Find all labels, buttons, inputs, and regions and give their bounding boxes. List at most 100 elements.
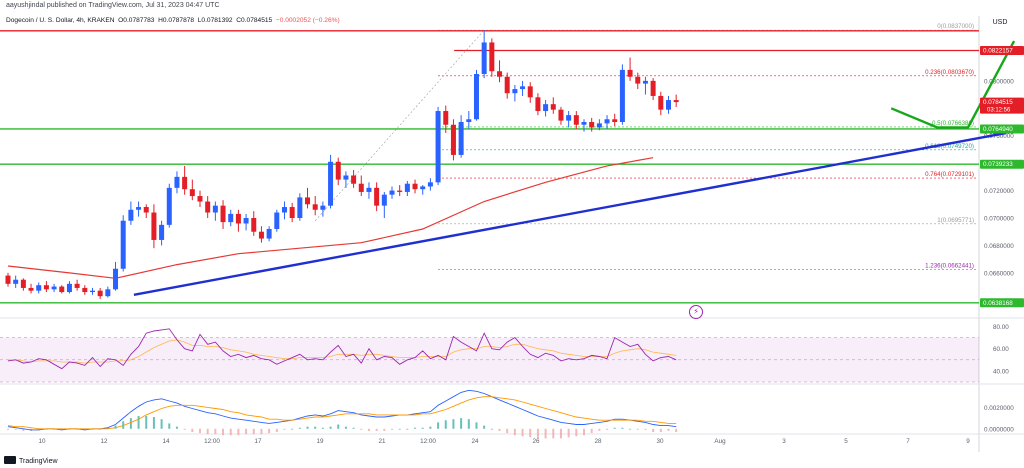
macd-histogram-bar (667, 428, 670, 431)
macd-histogram-bar (314, 426, 317, 429)
macd-histogram-bar (237, 428, 240, 436)
macd-histogram-bar (37, 428, 40, 430)
candle-body (151, 212, 157, 240)
candle-body (312, 204, 318, 210)
price-tag-bg (980, 298, 1024, 308)
ohlc-open: 0.0787783 (123, 17, 155, 24)
time-tick-label: 26 (532, 438, 540, 445)
candle-body (20, 279, 26, 288)
macd-histogram-bar (183, 428, 186, 430)
candle-body (328, 161, 334, 206)
candle-body (658, 95, 664, 110)
price-tick-label: 0.0680000 (984, 243, 1014, 250)
macd-histogram-bar (406, 428, 409, 430)
fib-level-label: 1(0.0695771) (937, 217, 974, 224)
candle-body (435, 111, 441, 183)
candle-body (397, 190, 403, 192)
macd-histogram-bar (344, 426, 347, 429)
candle-body (589, 122, 595, 128)
currency-label: USD (993, 19, 1008, 26)
candle-body (166, 187, 172, 225)
candle-body (320, 205, 326, 210)
candle-body (497, 71, 503, 77)
macd-histogram-bar (83, 428, 86, 430)
candle-body (305, 197, 311, 205)
tradingview-logo-icon (4, 456, 16, 464)
macd-histogram-bar (383, 428, 386, 431)
macd-histogram-bar (175, 426, 178, 429)
macd-histogram-bar (629, 428, 632, 430)
candle-body (412, 183, 418, 190)
rsi-signal-line (8, 339, 677, 364)
candle-body (581, 122, 587, 125)
time-tick-label: 12 (100, 438, 108, 445)
price-tag-bg (980, 45, 1024, 55)
candle-body (51, 286, 57, 290)
price-tag-label: 0.0822157 (983, 47, 1013, 54)
price-tag-bg (980, 124, 1024, 134)
macd-histogram-bar (467, 419, 470, 429)
candle-body (604, 119, 610, 124)
candle-body (281, 207, 287, 213)
events-bolt-icon[interactable]: ⚡ (689, 305, 703, 319)
candle-body (635, 76, 641, 84)
candle-body (527, 86, 533, 98)
candle-body (550, 104, 556, 110)
candle-body (43, 285, 49, 290)
price-tick-label: 0.0800000 (984, 78, 1014, 85)
macd-histogram-bar (114, 425, 117, 429)
price-tag-label: 0.0638168 (983, 300, 1013, 307)
macd-histogram-bar (644, 428, 647, 430)
candle-body (573, 115, 579, 125)
time-tick-label: 5 (844, 438, 848, 445)
macd-tick-label: 0.0020000 (984, 405, 1014, 412)
macd-histogram-bar (475, 422, 478, 429)
time-tick-label: 10 (38, 438, 46, 445)
rising-trendline (133, 131, 1007, 296)
candle-body (512, 89, 518, 94)
fib-level-label: 1.236(0.0662441) (925, 263, 974, 270)
rsi-tick-label: 80.00 (993, 324, 1009, 331)
candle-body (220, 205, 226, 223)
macd-histogram-bar (268, 428, 271, 434)
macd-histogram-bar (7, 428, 9, 430)
candle-body (665, 100, 671, 110)
candle-body (251, 218, 257, 232)
price-tag-bg (980, 159, 1024, 169)
macd-histogram-bar (321, 427, 324, 429)
candle-body (266, 228, 272, 239)
macd-histogram-bar (214, 428, 217, 435)
ohlc-close: 0.0784515 (241, 17, 273, 24)
candle-body (13, 279, 19, 284)
macd-histogram-bar (483, 425, 486, 429)
candle-body (420, 186, 426, 190)
time-tick-label: Aug (714, 438, 726, 445)
macd-histogram-bar (421, 427, 424, 429)
candle-body (366, 187, 372, 192)
macd-tick-label: 0.0000000 (984, 426, 1014, 433)
candle-body (136, 207, 142, 210)
macd-histogram-bar (613, 427, 616, 429)
macd-histogram-bar (437, 422, 440, 429)
candle-body (427, 182, 433, 187)
candle-body (66, 283, 72, 293)
macd-histogram-bar (352, 427, 355, 429)
tradingview-footer[interactable]: TradingView (4, 456, 58, 465)
candle-body (335, 161, 341, 180)
macd-histogram-bar (337, 424, 340, 429)
macd-histogram-bar (506, 428, 509, 434)
candle-body (443, 111, 449, 125)
candle-body (235, 213, 241, 224)
time-tick-label: 21 (378, 438, 386, 445)
macd-histogram-bar (298, 427, 301, 429)
macd-histogram-bar (598, 428, 601, 431)
time-tick-label: 30 (656, 438, 664, 445)
fib-level-label: 0.618(0.0749720) (925, 143, 974, 150)
macd-histogram-bar (14, 428, 17, 430)
candle-body (473, 74, 479, 120)
time-tick-label: 14 (162, 438, 170, 445)
ohlc-high-label: H (158, 17, 163, 24)
price-tag-countdown: 03:12:56 (987, 108, 1011, 114)
macd-histogram-bar (460, 418, 463, 429)
macd-histogram-bar (152, 417, 155, 429)
